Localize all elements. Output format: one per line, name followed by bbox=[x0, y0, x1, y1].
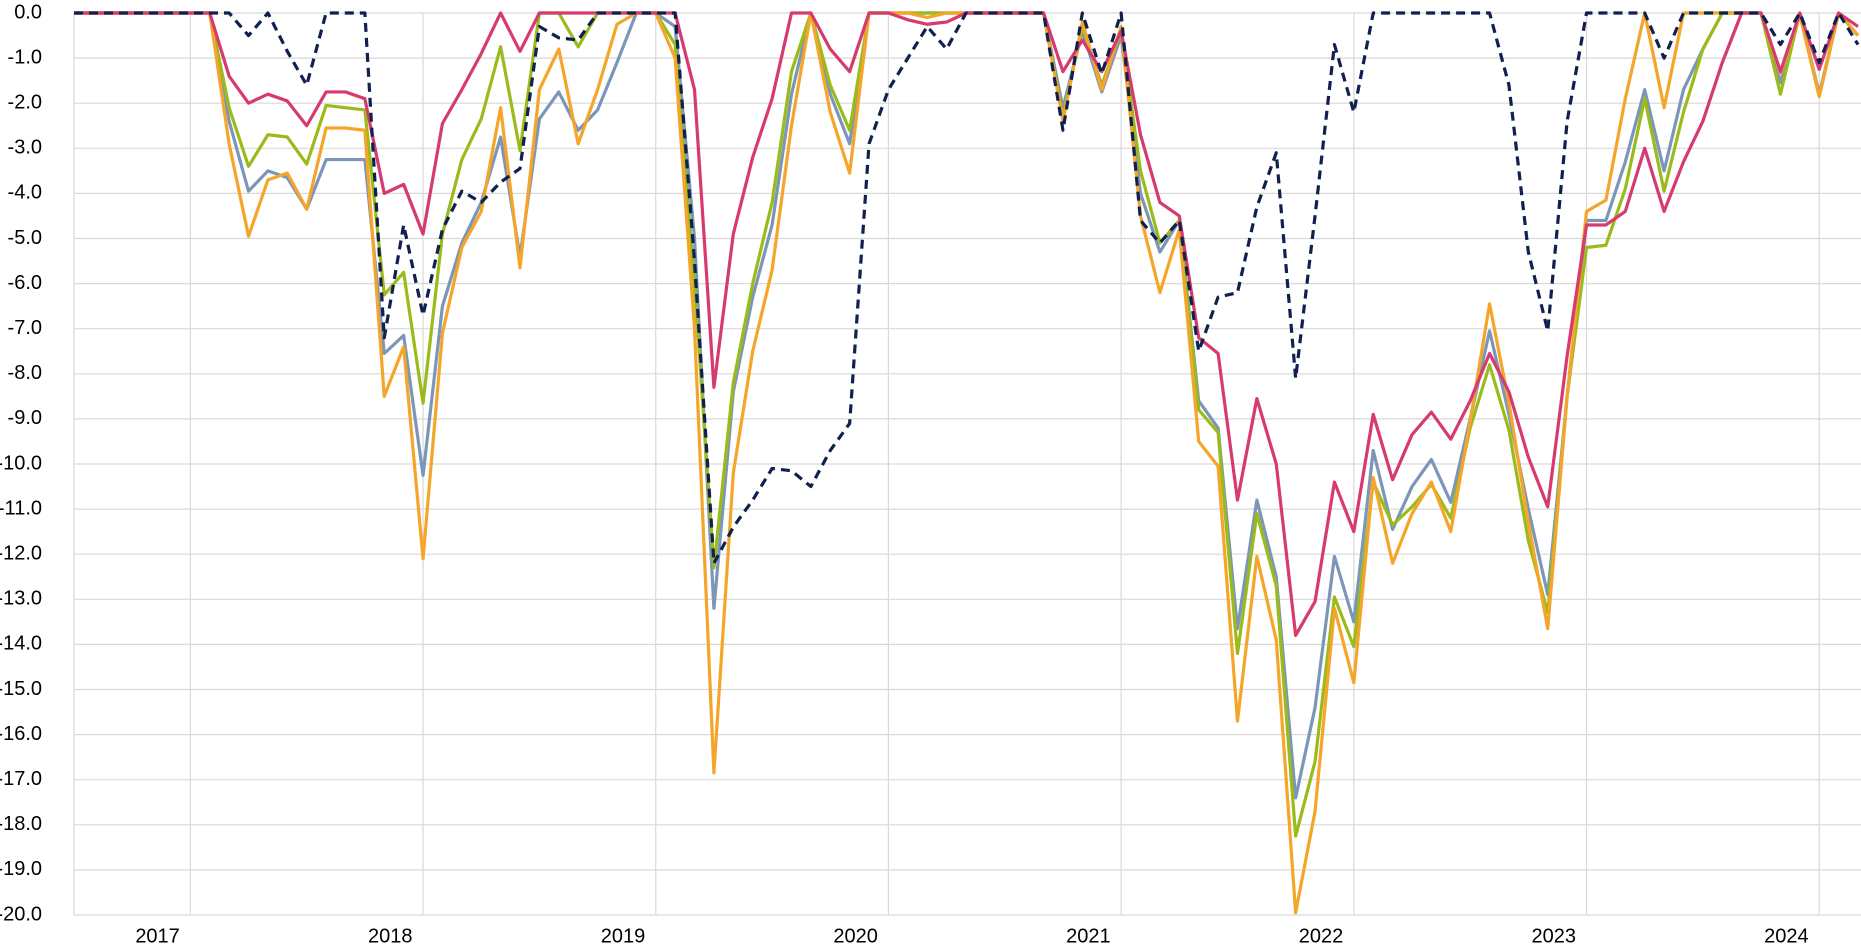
y-tick-label: -4.0 bbox=[8, 182, 42, 204]
x-tick-label: 2020 bbox=[833, 925, 878, 947]
x-tick-label: 2021 bbox=[1066, 925, 1111, 947]
y-tick-label: -14.0 bbox=[0, 633, 42, 655]
y-tick-label: 0.0 bbox=[14, 1, 42, 23]
y-tick-label: -13.0 bbox=[0, 588, 42, 610]
y-tick-label: -7.0 bbox=[8, 317, 42, 339]
y-tick-label: -16.0 bbox=[0, 723, 42, 745]
x-tick-label: 2019 bbox=[601, 925, 646, 947]
y-tick-label: -5.0 bbox=[8, 227, 42, 249]
y-tick-label: -18.0 bbox=[0, 813, 42, 835]
x-tick-label: 2023 bbox=[1531, 925, 1576, 947]
series-line bbox=[74, 11, 1860, 838]
y-tick-label: -3.0 bbox=[8, 137, 42, 159]
y-tick-label: -12.0 bbox=[0, 542, 42, 564]
y-tick-label: -9.0 bbox=[8, 407, 42, 429]
x-tick-label: 2017 bbox=[135, 925, 180, 947]
x-tick-label: 2018 bbox=[368, 925, 413, 947]
y-tick-label: -19.0 bbox=[0, 858, 42, 880]
y-tick-label: -1.0 bbox=[8, 46, 42, 68]
x-tick-label: 2022 bbox=[1299, 925, 1344, 947]
y-tick-label: -10.0 bbox=[0, 452, 42, 474]
y-tick-label: -2.0 bbox=[8, 91, 42, 113]
y-tick-label: -17.0 bbox=[0, 768, 42, 790]
y-tick-label: -20.0 bbox=[0, 903, 42, 925]
y-tick-label: -11.0 bbox=[0, 497, 42, 519]
y-tick-label: -6.0 bbox=[8, 272, 42, 294]
y-tick-label: -8.0 bbox=[8, 362, 42, 384]
dashed-line bbox=[74, 11, 1860, 565]
y-tick-label: -15.0 bbox=[0, 678, 42, 700]
series-line bbox=[74, 11, 1860, 800]
x-tick-label: 2024 bbox=[1764, 925, 1809, 947]
